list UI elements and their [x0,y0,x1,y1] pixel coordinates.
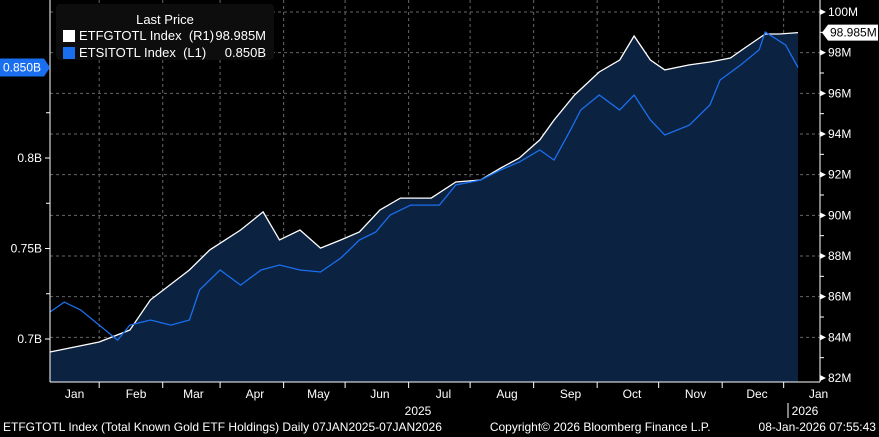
legend: Last Price ETFGTOTL Index (R1) 98.985M E… [56,4,274,60]
legend-swatch-white [63,29,75,42]
right-tick-label: 88M [828,249,851,263]
last-value-tag-l1 [0,58,50,77]
series-line-etsitotl [49,31,799,342]
legend-name: ETFGTOTL Index [79,28,182,43]
tick-mark [820,253,826,259]
legend-value: 98.985M [215,28,266,43]
year-label-2025: 2025 [405,404,432,418]
x-tick-label: Feb [126,387,147,401]
left-tick-label: 0.7B [17,332,42,346]
right-tick-label: 90M [828,208,851,222]
x-tick-label: Sep [560,387,582,401]
x-tick-label: Dec [746,387,767,401]
area-fill [50,32,798,382]
x-tick-label: Apr [246,387,265,401]
legend-item-etsitotl: ETSITOTL Index (L1) 0.850B [56,44,274,61]
right-tick-label: 82M [828,371,851,385]
x-tick-label: Jun [370,387,389,401]
legend-value: 0.850B [224,45,266,60]
x-tick-label: Aug [496,387,517,401]
x-tick-label: Jan [809,387,828,401]
x-tick-label: Jan [65,387,84,401]
left-tick-label: 0.8B [17,151,42,165]
footer-description: ETFGTOTL Index (Total Known Gold ETF Hol… [3,420,442,434]
tick-mark [820,9,826,15]
x-tick-label: Jul [436,387,451,401]
footer-timestamp: 08-Jan-2026 07:55:43 [758,420,876,434]
legend-axis: (L1) [183,45,207,60]
right-tick-label: 86M [828,290,851,304]
right-tick-label: 94M [828,127,851,141]
x-tick-label: Oct [623,387,642,401]
year-label-2026: 2026 [792,404,819,418]
tick-mark [820,90,826,97]
x-tick-label: Nov [685,387,706,401]
tick-mark [820,212,826,219]
chart: 82M 84M 86M 88M 90M 92M 94M 96M 98M 100M 0.7B 0.75B… [0,0,878,418]
tick-mark [820,49,826,56]
last-value-tag-r1 [822,24,878,41]
tick-mark [820,334,826,341]
right-tick-label: 92M [828,168,851,182]
last-value-label-r1: 98.985M [830,26,877,40]
legend-item-etfgtotl: ETFGTOTL Index (R1) 98.985M [56,27,274,44]
right-tick-label: 98M [828,46,851,60]
tick-mark [820,131,826,137]
right-tick-label: 84M [828,330,851,344]
tick-mark [820,293,826,300]
right-tick-label: 96M [828,86,851,100]
x-tick-label: May [307,387,330,401]
left-tick-label: 0.75B [11,242,42,256]
tick-mark [820,171,826,178]
last-value-label-l1: 0.850B [3,61,41,75]
footer: ETFGTOTL Index (Total Known Gold ETF Hol… [3,420,876,434]
legend-title: Last Price [136,12,194,27]
x-tick-label: Mar [183,387,204,401]
right-tick-label: 100M [828,5,858,19]
legend-swatch-blue [63,46,75,59]
legend-axis: (R1) [188,28,215,43]
legend-name: ETSITOTL Index [79,45,176,60]
tick-mark [820,375,826,381]
footer-copyright: Copyright© 2026 Bloomberg Finance L.P. [489,420,711,434]
